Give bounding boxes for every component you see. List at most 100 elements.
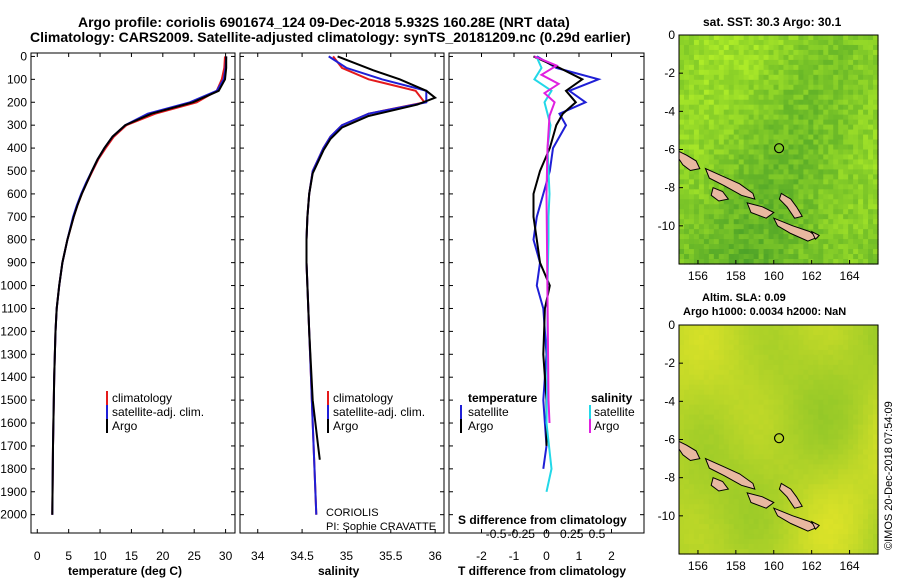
heat-cell bbox=[703, 99, 710, 106]
heat-cell bbox=[833, 469, 839, 475]
heat-cell bbox=[733, 339, 740, 346]
heat-cell bbox=[763, 325, 770, 331]
heat-cell bbox=[693, 429, 700, 436]
heat-cell bbox=[873, 229, 879, 235]
heat-cell bbox=[823, 464, 829, 470]
heat-cell bbox=[683, 139, 690, 146]
heat-cell bbox=[773, 444, 780, 451]
heat-cell bbox=[783, 469, 790, 475]
heat-cell bbox=[728, 259, 735, 265]
heat-cell bbox=[848, 229, 854, 235]
heat-cell bbox=[813, 454, 819, 461]
heat-cell bbox=[738, 109, 745, 116]
heat-cell bbox=[873, 214, 879, 220]
heat-cell bbox=[803, 214, 809, 220]
heat-cell bbox=[853, 364, 859, 371]
heat-cell bbox=[833, 359, 839, 366]
heat-cell bbox=[753, 39, 760, 46]
heat-cell bbox=[679, 79, 685, 86]
heat-cell bbox=[723, 169, 730, 175]
heat-cell bbox=[683, 109, 690, 116]
heat-cell bbox=[753, 424, 760, 431]
heat-cell bbox=[683, 494, 690, 500]
heat-cell bbox=[679, 519, 685, 525]
heat-cell bbox=[679, 419, 685, 426]
heat-cell bbox=[818, 509, 824, 515]
heat-cell bbox=[748, 104, 755, 111]
heat-cell bbox=[858, 494, 864, 500]
heat-cell bbox=[693, 364, 700, 371]
heat-cell bbox=[738, 489, 745, 495]
heat-cell bbox=[853, 329, 859, 336]
heat-cell bbox=[863, 434, 869, 441]
heat-cell bbox=[793, 244, 799, 250]
heat-cell bbox=[718, 104, 725, 111]
temperature-xlabel: temperature (deg C) bbox=[68, 564, 182, 578]
heat-cell bbox=[868, 109, 874, 116]
heat-cell bbox=[783, 154, 790, 161]
heat-cell bbox=[808, 149, 814, 156]
heat-cell bbox=[783, 239, 790, 245]
heat-cell bbox=[773, 224, 780, 230]
heat-cell bbox=[679, 364, 685, 371]
heat-cell bbox=[718, 409, 725, 416]
heat-cell bbox=[758, 244, 765, 250]
heat-cell bbox=[698, 129, 705, 136]
heat-cell bbox=[718, 144, 725, 151]
heat-cell bbox=[743, 164, 750, 171]
heat-cell bbox=[833, 219, 839, 225]
heat-cell bbox=[848, 419, 854, 426]
heat-cell bbox=[823, 149, 829, 156]
heat-cell bbox=[833, 49, 839, 56]
map-y-tick-label: -10 bbox=[658, 509, 676, 523]
heat-cell bbox=[683, 174, 690, 180]
heat-cell bbox=[868, 334, 874, 341]
header-line-2: Climatology: CARS2009. Satellite-adjuste… bbox=[30, 29, 631, 45]
heat-cell bbox=[808, 99, 814, 106]
heat-cell bbox=[843, 79, 849, 86]
heat-cell bbox=[693, 234, 700, 240]
heat-cell bbox=[733, 524, 740, 530]
heat-cell bbox=[828, 494, 834, 500]
sst-map: sat. SST: 30.3 Argo: 30.1 156 158 160 162 16… bbox=[658, 15, 879, 283]
heat-cell bbox=[828, 134, 834, 141]
heat-cell bbox=[703, 429, 710, 436]
heat-cell bbox=[763, 404, 770, 411]
depth-tick-label: 1600 bbox=[0, 416, 27, 430]
sal-legend-argo-label: Argo bbox=[333, 419, 359, 433]
heat-cell bbox=[698, 419, 705, 426]
heat-cell bbox=[828, 184, 834, 190]
heat-cell bbox=[853, 154, 859, 161]
heat-cell bbox=[803, 434, 809, 441]
heat-cell bbox=[788, 399, 795, 406]
depth-tick-label: 1500 bbox=[0, 393, 27, 407]
heat-cell bbox=[848, 54, 854, 61]
heat-cell bbox=[798, 89, 804, 96]
heat-cell bbox=[773, 354, 780, 361]
heat-cell bbox=[683, 479, 690, 485]
heat-cell bbox=[873, 414, 879, 421]
heat-cell bbox=[793, 129, 799, 136]
heat-cell bbox=[813, 414, 819, 421]
heat-cell bbox=[828, 204, 834, 210]
heat-cell bbox=[693, 69, 700, 76]
heat-cell bbox=[773, 44, 780, 51]
heat-cell bbox=[718, 79, 725, 86]
heat-cell bbox=[838, 349, 844, 356]
heat-cell bbox=[808, 519, 814, 525]
heat-cell bbox=[723, 44, 730, 51]
heat-cell bbox=[703, 239, 710, 245]
heat-cell bbox=[738, 259, 745, 265]
heat-cell bbox=[798, 389, 804, 396]
heat-cell bbox=[763, 379, 770, 386]
heat-cell bbox=[688, 179, 695, 185]
heat-cell bbox=[723, 39, 730, 46]
heat-cell bbox=[723, 424, 730, 431]
heat-cell bbox=[858, 204, 864, 210]
heat-cell bbox=[828, 214, 834, 220]
heat-cell bbox=[688, 99, 695, 106]
heat-cell bbox=[718, 69, 725, 76]
heat-cell bbox=[679, 404, 685, 411]
heat-cell bbox=[713, 159, 720, 166]
heat-cell bbox=[758, 394, 765, 401]
